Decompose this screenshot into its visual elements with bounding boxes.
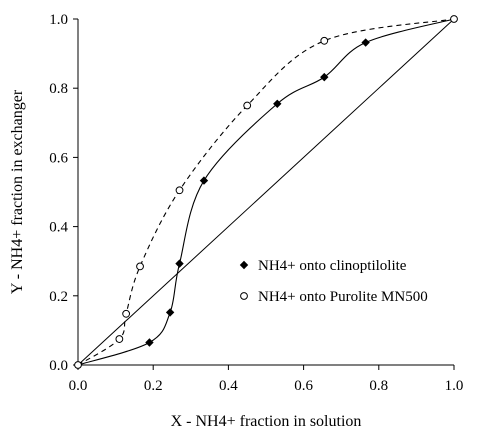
y-axis-label: Y - NH4+ fraction in exchanger [9, 89, 26, 294]
purolite-point [122, 309, 131, 318]
x-tick-label: 0.8 [369, 378, 388, 394]
x-tick-label: 0.6 [294, 378, 313, 394]
purolite-point [74, 361, 82, 369]
clinoptilolite-point [145, 338, 154, 347]
axes [73, 18, 455, 370]
data-markers [74, 15, 458, 369]
purolite-point [115, 335, 124, 343]
legend-marker-purolite [240, 292, 248, 300]
purolite-point [450, 15, 458, 23]
clinoptilolite-point [273, 99, 282, 108]
y-tick-label: 0.2 [49, 289, 68, 305]
clinoptilolite-point [165, 308, 175, 317]
y-tick-label: 0.4 [49, 220, 68, 236]
tick-labels: 0.0 0.2 0.4 0.6 0.8 1.0 0.0 0.2 0.4 0.6 0.8 1.0 [49, 12, 463, 394]
y-tick-label: 0.0 [49, 358, 68, 374]
x-tick-label: 0.4 [219, 378, 238, 394]
legend-label-purolite: NH4+ onto Purolite MN500 [258, 289, 428, 305]
clinoptilolite-point [199, 176, 209, 185]
clinoptilolite-point [175, 259, 184, 268]
legend: NH4+ onto clinoptilolite NH4+ onto Purol… [239, 258, 428, 305]
x-tick-label: 0.2 [144, 378, 163, 394]
y-tick-label: 0.6 [49, 150, 68, 166]
clinoptilolite-point [361, 38, 370, 47]
clinoptilolite-point [320, 72, 329, 82]
purolite-point [320, 36, 329, 45]
purolite-point [136, 262, 144, 271]
purolite-point [175, 186, 184, 195]
x-axis-label: X - NH4+ fraction in solution [171, 413, 362, 430]
x-tick-label: 1.0 [445, 378, 464, 394]
legend-marker-clinoptilolite [239, 260, 249, 270]
y-tick-label: 0.8 [49, 81, 68, 97]
legend-label-clinoptilolite: NH4+ onto clinoptilolite [258, 258, 407, 274]
plot-lines [77, 18, 455, 366]
purolite-point [243, 101, 252, 110]
x-tick-label: 0.0 [69, 378, 88, 394]
y-tick-label: 1.0 [49, 12, 68, 28]
diagonal-reference-line [77, 18, 455, 366]
